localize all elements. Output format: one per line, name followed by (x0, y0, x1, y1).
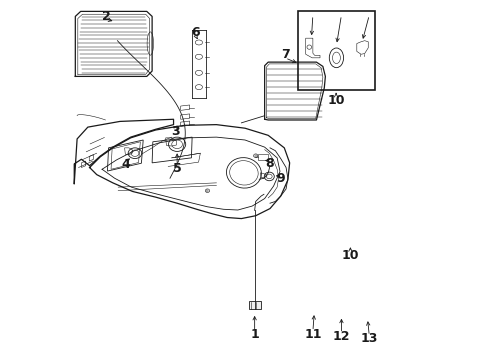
Bar (258, 154, 268, 160)
Text: 6: 6 (192, 26, 200, 39)
Text: 12: 12 (333, 330, 350, 343)
Ellipse shape (128, 148, 142, 158)
Text: 3: 3 (171, 125, 180, 138)
Text: 9: 9 (276, 172, 285, 185)
Ellipse shape (147, 32, 153, 55)
Text: 10: 10 (342, 248, 359, 261)
Text: 4: 4 (121, 158, 130, 171)
Text: 2: 2 (102, 10, 111, 23)
Text: 11: 11 (304, 328, 321, 341)
Bar (248, 301, 261, 309)
Ellipse shape (264, 172, 274, 181)
Text: 10: 10 (327, 94, 345, 107)
Bar (298, 12, 375, 90)
Ellipse shape (169, 137, 186, 152)
Text: 5: 5 (173, 162, 181, 175)
Text: 1: 1 (250, 328, 259, 341)
Text: 13: 13 (361, 333, 378, 346)
Text: 7: 7 (281, 49, 290, 62)
Text: 8: 8 (265, 157, 273, 170)
